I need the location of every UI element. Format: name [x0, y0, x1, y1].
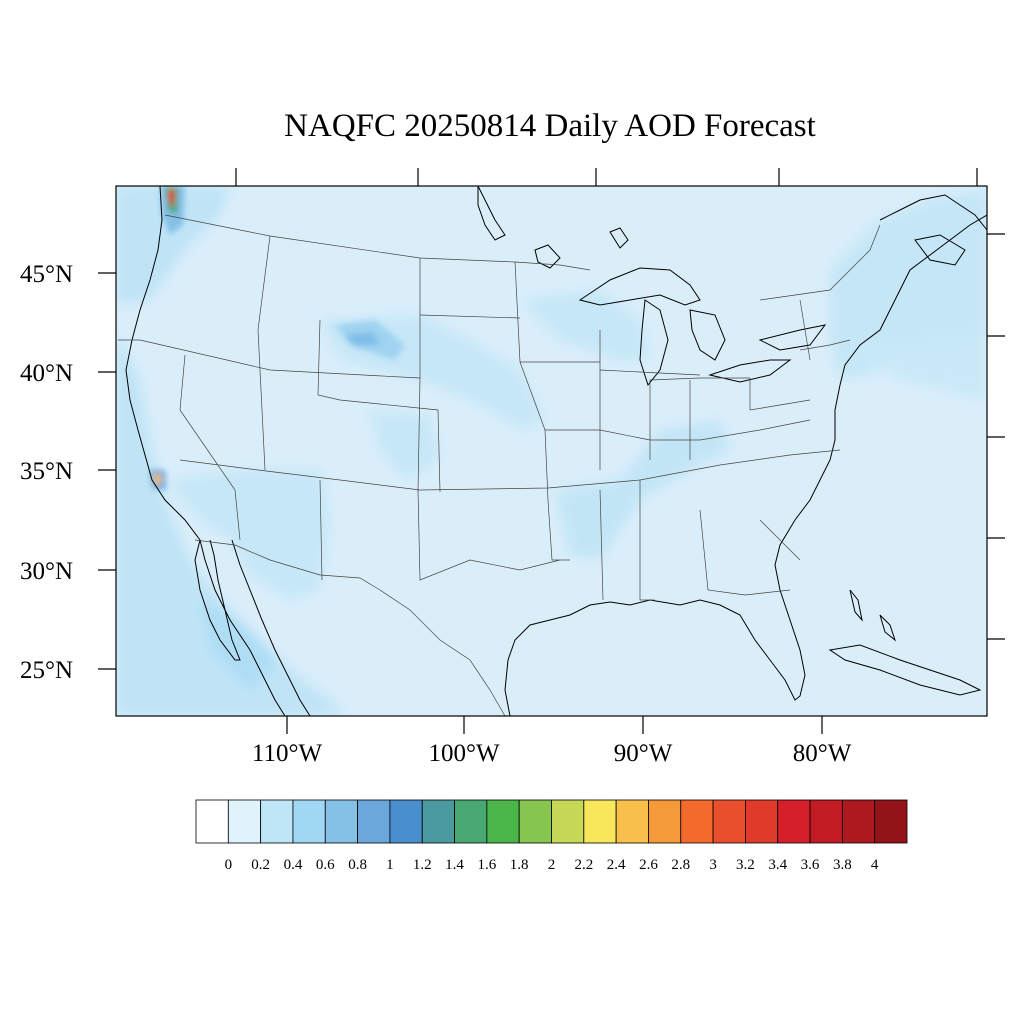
colorbar-swatch: [486, 799, 520, 844]
bottom-tick-marks: [286, 716, 823, 734]
lon-label-90w: 90°W: [614, 740, 673, 767]
colorbar-swatch: [292, 799, 326, 844]
colorbar-swatch: [357, 799, 391, 844]
colorbar-swatch: [260, 799, 294, 844]
lon-label-110w: 110°W: [252, 740, 323, 767]
colorbar-tick-label: 2.2: [574, 857, 593, 873]
colorbar-tick-label: 3.4: [768, 857, 787, 873]
colorbar-tick-label: 1.2: [413, 857, 432, 873]
colorbar-tick-label: 0: [225, 857, 233, 873]
colorbar-tick-label: 0.6: [316, 857, 335, 873]
top-tick-marks: [235, 168, 978, 186]
colorbar-tick-label: 3.8: [833, 857, 852, 873]
colorbar: [195, 799, 908, 844]
map-title: NAQFC 20250814 Daily AOD Forecast: [284, 108, 816, 144]
colorbar-tick-label: 1: [386, 857, 394, 873]
colorbar-swatch: [454, 799, 488, 844]
colorbar-swatch: [841, 799, 876, 844]
colorbar-swatch: [227, 799, 262, 844]
colorbar-tick-label: 3.6: [801, 857, 820, 873]
aod-hotspots: [150, 186, 405, 490]
colorbar-swatch: [712, 799, 746, 844]
colorbar-tick-label: 0.4: [284, 857, 303, 873]
colorbar-swatch: [551, 799, 585, 844]
colorbar-tick-label: 2: [548, 857, 556, 873]
colorbar-swatch: [648, 799, 682, 844]
colorbar-tick-label: 2.6: [639, 857, 658, 873]
lat-label-25n: 25°N: [20, 657, 73, 684]
colorbar-tick-label: 0.2: [251, 857, 270, 873]
map-frame: [115, 185, 988, 717]
colorbar-tick-label: 0.8: [348, 857, 367, 873]
colorbar-tick-label: 2.8: [671, 857, 690, 873]
right-tick-marks: [987, 233, 1005, 640]
colorbar-swatch: [615, 799, 649, 844]
colorbar-swatch: [324, 799, 358, 844]
colorbar-tick-label: 3: [709, 857, 717, 873]
lat-label-40n: 40°N: [20, 360, 73, 387]
lon-label-100w: 100°W: [428, 740, 499, 767]
colorbar-swatch: [195, 799, 229, 844]
colorbar-swatch: [745, 799, 779, 844]
colorbar-tick-label: 3.2: [736, 857, 755, 873]
colorbar-labels: 0 0.2 0.4 0.6 0.8 1 1.2 1.4 1.6 1.8 2 2.2 2.4 2.6 2.8 3…: [225, 857, 879, 873]
colorbar-tick-label: 1.4: [445, 857, 464, 873]
lon-label-80w: 80°W: [793, 740, 852, 767]
colorbar-swatch: [583, 799, 617, 844]
state-borders: [118, 214, 881, 716]
colorbar-swatch: [421, 799, 455, 844]
map-panel: [116, 186, 987, 716]
lat-label-35n: 35°N: [20, 458, 73, 485]
colorbar-tick-label: 1.6: [477, 857, 496, 873]
aod-field: [116, 186, 987, 716]
left-tick-marks: [98, 272, 116, 670]
colorbar-swatch: [389, 799, 423, 844]
lat-label-45n: 45°N: [20, 261, 73, 288]
coastlines: [125, 186, 987, 716]
colorbar-tick-label: 2.4: [607, 857, 626, 873]
colorbar-swatch: [680, 799, 714, 844]
colorbar-tick-label: 1.8: [510, 857, 529, 873]
lat-label-30n: 30°N: [20, 558, 73, 585]
colorbar-swatch: [777, 799, 811, 844]
colorbar-swatch: [809, 799, 843, 844]
colorbar-swatch: [874, 799, 908, 844]
colorbar-swatch: [518, 799, 552, 844]
colorbar-tick-label: 4: [871, 857, 879, 873]
